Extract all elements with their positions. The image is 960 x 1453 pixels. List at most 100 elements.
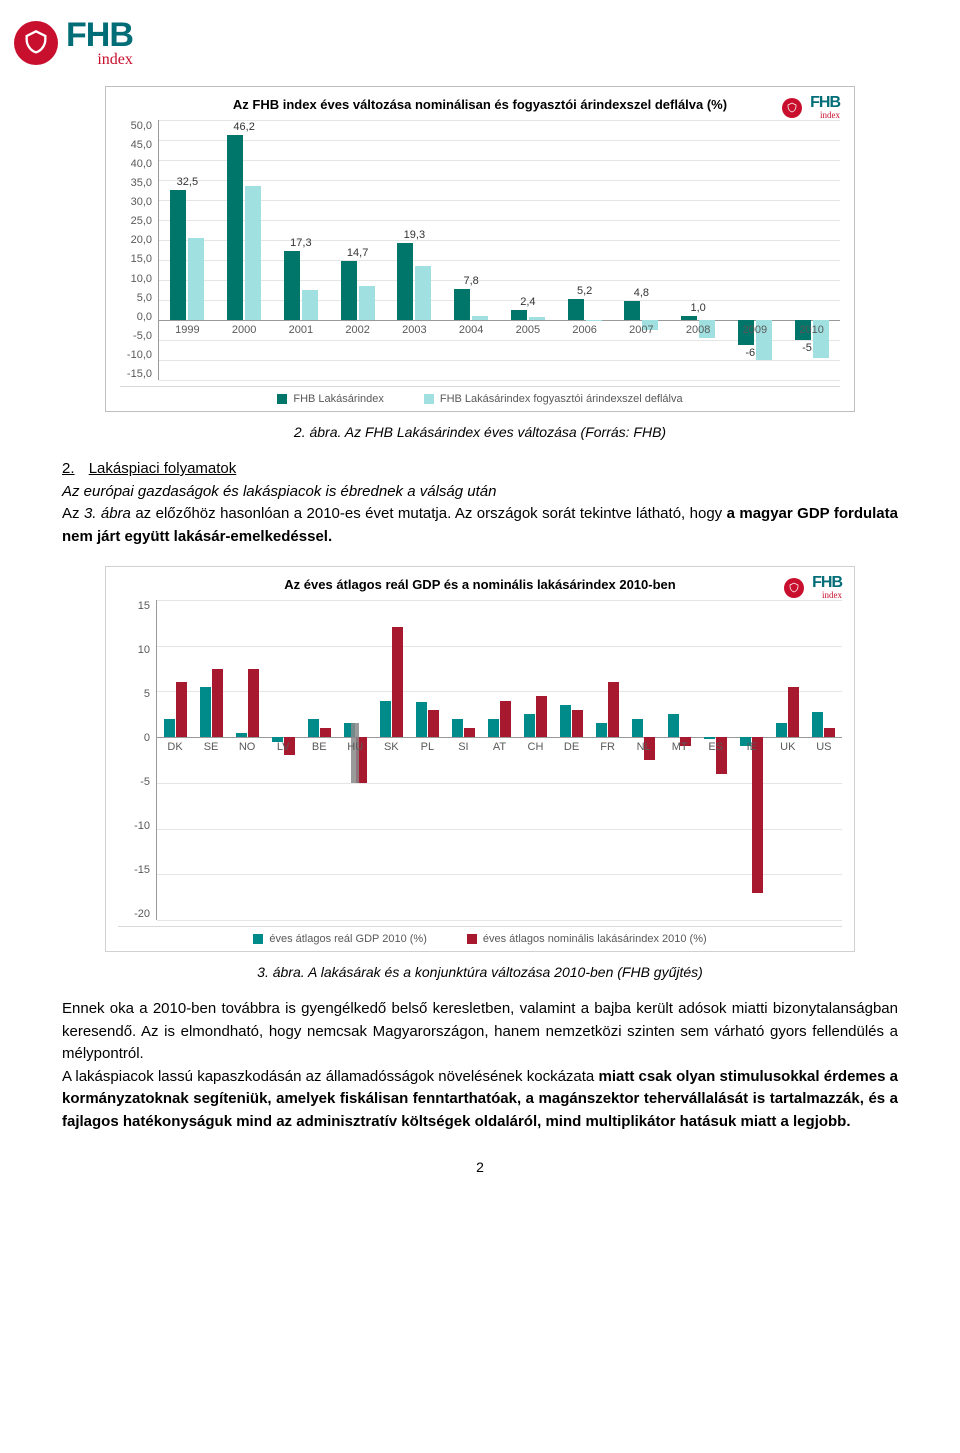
grid-line — [157, 920, 842, 921]
y-tick-label: 5,0 — [120, 292, 152, 304]
p1-rest: az előzőhöz hasonlóan a 2010-es évet mut… — [131, 505, 727, 522]
page-number: 2 — [0, 1159, 960, 1175]
chart2-plot: DKSENOLVBEHUSKPLSIATCHDEFRNLMTESIEUKUS — [156, 600, 842, 920]
bar — [632, 719, 643, 737]
logo-main: FHB — [810, 95, 840, 111]
bar-group: HU — [337, 600, 373, 920]
chart1-logo: FHB index — [782, 95, 840, 120]
bar — [776, 723, 787, 737]
bar-group: LV — [265, 600, 301, 920]
chart1-title: Az FHB index éves változása nominálisan … — [233, 97, 727, 112]
x-tick-label: BE — [312, 741, 327, 753]
bar-value-label: 4,8 — [634, 287, 649, 299]
y-tick-label: 0 — [118, 732, 150, 744]
legend-swatch — [277, 394, 287, 404]
y-tick-label: 10,0 — [120, 273, 152, 285]
y-tick-label: -5 — [118, 776, 150, 788]
grid-line — [159, 380, 840, 381]
legend-swatch — [424, 394, 434, 404]
bar — [536, 696, 547, 737]
bar — [416, 702, 427, 737]
bar — [529, 317, 545, 320]
y-tick-label: 50,0 — [120, 120, 152, 132]
x-tick-label: 2007 — [629, 324, 653, 336]
bar — [397, 243, 413, 320]
y-tick-label: 20,0 — [120, 234, 152, 246]
bar-group: 14,72002 — [329, 120, 386, 380]
bar-group: 19,32003 — [386, 120, 443, 380]
bar — [668, 714, 679, 737]
bar — [568, 299, 584, 320]
y-tick-label: 25,0 — [120, 215, 152, 227]
logo-sub: index — [810, 111, 840, 120]
bar — [176, 682, 187, 737]
caption-chart2: 3. ábra. A lakásárak és a konjunktúra vá… — [0, 964, 960, 980]
y-tick-label: -5,0 — [120, 330, 152, 342]
caption-chart1: 2. ábra. Az FHB Lakásárindex éves változ… — [0, 424, 960, 440]
bar — [464, 728, 475, 737]
page-header: FHB index — [0, 0, 960, 78]
bar-value-label: 1,0 — [690, 302, 705, 314]
y-tick-label: 15 — [118, 600, 150, 612]
bar — [608, 682, 619, 737]
x-tick-label: 1999 — [175, 324, 199, 336]
bar — [302, 290, 318, 320]
logo-main: FHB — [66, 18, 133, 52]
bar — [164, 719, 175, 737]
bar — [812, 712, 823, 738]
section-heading: 2. Lakáspiaci folyamatok — [62, 458, 898, 481]
logo-text: FHB index — [812, 575, 842, 600]
bar-group: FR — [590, 600, 626, 920]
y-tick-label: -10 — [118, 820, 150, 832]
bar — [524, 714, 535, 737]
x-tick-label: SI — [458, 741, 468, 753]
y-tick-label: 35,0 — [120, 177, 152, 189]
bar — [392, 627, 403, 737]
body-text: 2. Lakáspiaci folyamatok Az európai gazd… — [0, 458, 960, 548]
x-tick-label: SK — [384, 741, 399, 753]
bar-value-label: 19,3 — [404, 229, 425, 241]
bar — [284, 251, 300, 320]
bar — [452, 719, 463, 737]
paragraph-2b: A lakáspiacok lassú kapaszkodásán az áll… — [62, 1066, 898, 1134]
x-tick-label: 2006 — [572, 324, 596, 336]
y-tick-label: 10 — [118, 644, 150, 656]
bar-group: SE — [193, 600, 229, 920]
legend-swatch — [253, 934, 263, 944]
bar-group: 32,51999 — [159, 120, 216, 380]
bar — [200, 687, 211, 737]
bar-group: 7,82004 — [443, 120, 500, 380]
x-tick-label: MT — [672, 741, 688, 753]
logo-sub: index — [66, 52, 133, 68]
x-tick-label: SE — [204, 741, 219, 753]
bar-group: 5,22006 — [556, 120, 613, 380]
bar-group: UK — [770, 600, 806, 920]
logo-circle-icon — [782, 98, 802, 118]
bar-value-label: 46,2 — [233, 121, 254, 133]
x-tick-label: HU — [347, 741, 363, 753]
bar-group: PL — [409, 600, 445, 920]
bar — [596, 723, 607, 737]
bar — [586, 320, 602, 321]
chart2-y-axis: 151050-5-10-15-20 — [118, 600, 156, 920]
bar — [428, 710, 439, 737]
x-tick-label: 2010 — [799, 324, 823, 336]
y-tick-label: 5 — [118, 688, 150, 700]
y-tick-label: -10,0 — [120, 349, 152, 361]
bar — [248, 669, 259, 738]
bar — [227, 135, 243, 320]
bar-group: 46,22000 — [216, 120, 273, 380]
bar-group: -6,32009 — [727, 120, 784, 380]
x-tick-label: 2001 — [289, 324, 313, 336]
bars-row: 32,5199946,2200017,3200114,7200219,32003… — [159, 120, 840, 380]
bar-group: SI — [445, 600, 481, 920]
legend-item: éves átlagos nominális lakásárindex 2010… — [467, 933, 707, 945]
bar — [752, 737, 763, 892]
bar-group: 2,42005 — [500, 120, 557, 380]
legend-item: FHB Lakásárindex fogyasztói árindexszel … — [424, 393, 683, 405]
chart1-y-axis: 50,045,040,035,030,025,020,015,010,05,00… — [120, 120, 158, 380]
bar — [824, 728, 835, 737]
bar-group: AT — [481, 600, 517, 920]
bar-group: NL — [626, 600, 662, 920]
bar — [188, 238, 204, 320]
